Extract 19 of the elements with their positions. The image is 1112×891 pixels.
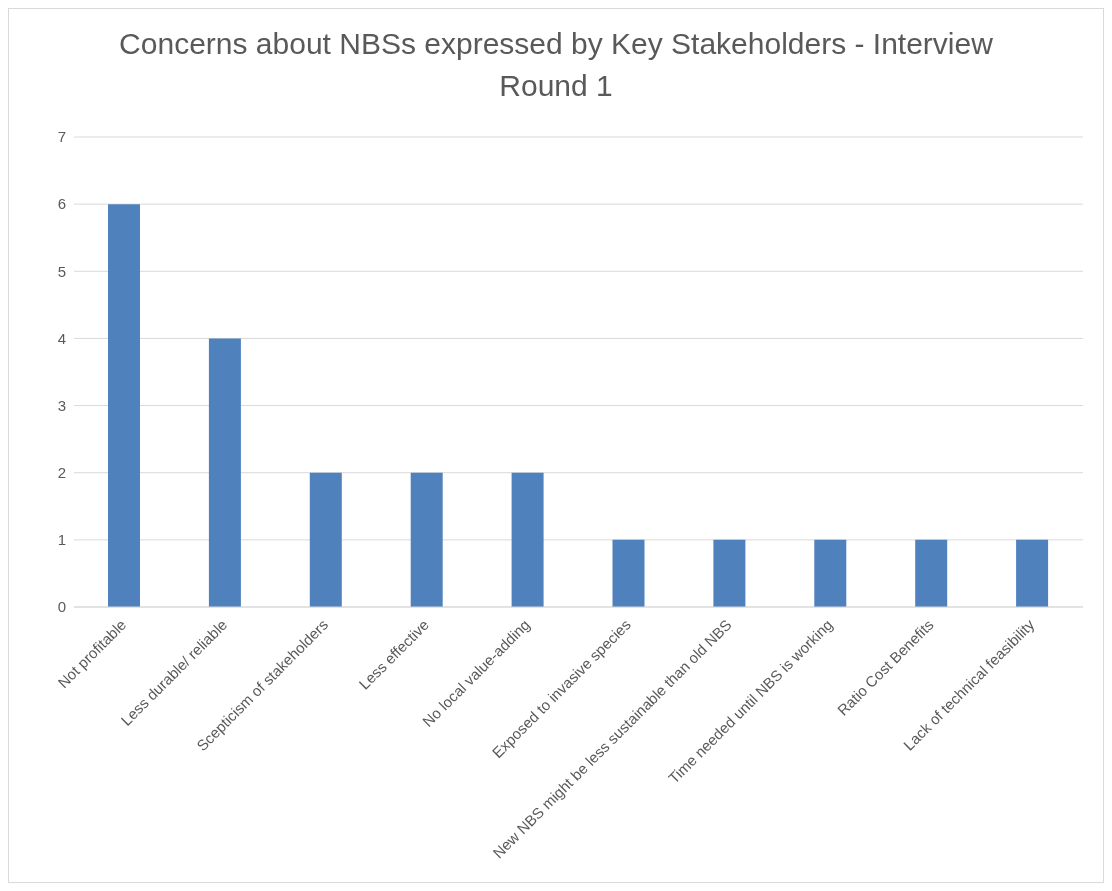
y-tick-label: 7 (57, 128, 66, 146)
bar (108, 204, 140, 607)
bar (208, 338, 241, 607)
bar (410, 472, 443, 607)
bar (814, 539, 847, 607)
bar (511, 472, 544, 607)
y-tick-label: 0 (57, 598, 66, 616)
y-tick-label: 5 (57, 262, 66, 280)
chart-title: Concerns about NBSs expressed by Key Stakeholders - Interview Round 1 (118, 26, 994, 104)
y-tick-label: 3 (57, 396, 66, 414)
bar (309, 472, 342, 607)
y-tick-label: 2 (57, 464, 66, 482)
y-tick-label: 1 (57, 531, 66, 549)
y-tick-label: 6 (57, 195, 66, 213)
bar (915, 539, 948, 607)
bar (612, 539, 645, 607)
bar (1016, 539, 1049, 607)
y-tick-label: 4 (57, 329, 66, 347)
bar (713, 539, 746, 607)
